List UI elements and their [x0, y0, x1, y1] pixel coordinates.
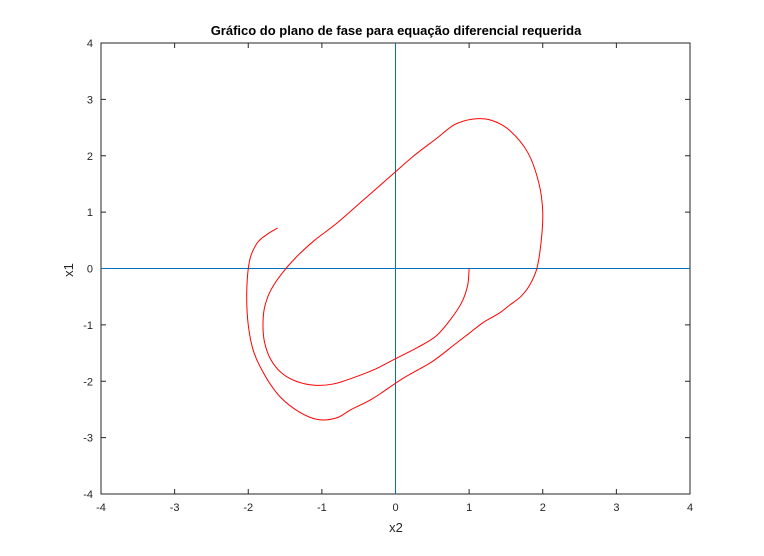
y-tick-label: -3 [83, 433, 93, 445]
y-tick-label: -1 [83, 320, 93, 332]
y-axis-label: x1 [61, 263, 76, 277]
y-tick-label: 3 [87, 94, 93, 106]
x-tick-label: 1 [466, 502, 472, 514]
y-tick-label: -4 [83, 489, 93, 501]
chart-title: Gráfico do plano de fase para equação di… [211, 23, 582, 38]
x-tick-label: -4 [96, 502, 106, 514]
x-tick-label: -1 [317, 502, 327, 514]
x-axis-label: x2 [389, 520, 403, 535]
x-tick-label: 4 [687, 502, 693, 514]
y-tick-label: 0 [87, 264, 93, 276]
x-tick-label: -2 [243, 502, 253, 514]
x-tick-label: -3 [170, 502, 180, 514]
y-tick-label: 2 [87, 151, 93, 163]
y-tick-label: 1 [87, 207, 93, 219]
y-tick-label: 4 [87, 38, 93, 50]
y-tick-label: -2 [83, 376, 93, 388]
x-tick-label: 3 [613, 502, 619, 514]
trajectory-line [246, 118, 544, 421]
x-tick-label: 2 [540, 502, 546, 514]
x-tick-label: 0 [392, 502, 398, 514]
plot-area: -4 -3 -2 -1 0 1 2 3 4 -4 -3 -2 -1 0 1 2 3 4 [83, 38, 693, 514]
